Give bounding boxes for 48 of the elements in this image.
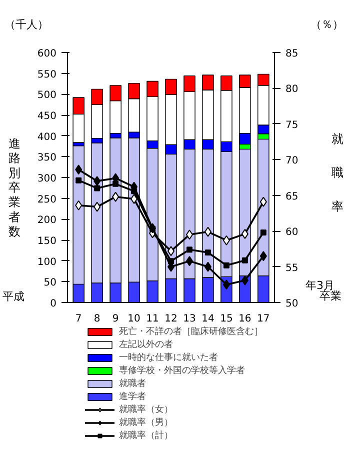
y-tick-label: 0 [50,298,57,310]
text: 年3月 [306,278,334,292]
x-tick-label: 11 [146,314,159,324]
text: 卒業 [320,290,342,302]
x-tick-label: 16 [238,314,252,324]
text: （％） [310,18,344,31]
y2-tick-label: 50 [286,298,298,310]
x-tick-label: 9 [112,314,119,324]
x-tick-label: 8 [94,314,100,324]
x-tick-label: 14 [202,314,214,324]
y2-tick-label: 70 [286,156,298,167]
y2-tick-label: 65 [286,191,298,202]
x-tick-label: 12 [164,314,178,324]
legend-label: 就職者 [119,378,146,390]
legend-label: 就職率（男） [119,416,173,429]
legend-label: 専修学校・外国の学校等入学者 [119,364,245,377]
y2-tick-label: 55 [286,262,298,274]
legend-label: 進学者 [119,390,146,403]
y-tick-label: 300 [37,174,57,184]
x-tick-label: 17 [257,314,270,324]
text: 平成 [2,290,24,303]
legend-label: 一時的な仕事に就いた者 [119,352,218,364]
x-tick-label: 15 [220,314,233,324]
y-tick-label: 150 [37,236,57,247]
y-tick-label: 200 [37,215,57,226]
y-tick-label: 600 [37,48,57,60]
legend-label: 就職率（計） [119,430,173,442]
y2-tick-label: 60 [286,227,298,238]
y-tick-label: 350 [37,152,57,164]
y-axis-title: 進路別卒業者数 [8,136,20,239]
text: 就職率 [332,132,344,214]
legend-label: 左記以外の者 [119,338,173,351]
y2-tick-label: 85 [286,48,298,60]
y2-tick-label: 80 [286,84,298,96]
y-tick-label: 250 [37,194,57,206]
text: （千人） [4,18,48,31]
y2-tick-label: 75 [286,120,298,131]
y-tick-label: 550 [37,69,57,80]
legend-label: 死亡・不詳の者［臨床研修医含む］ [119,326,263,338]
x-tick-label: 7 [75,314,82,324]
x-tick-label: 10 [128,314,140,324]
y-tick-label: 50 [44,278,57,289]
y-tick-label: 450 [37,111,57,122]
y-tick-label: 100 [37,256,57,268]
y-tick-label: 400 [37,132,57,143]
x-tick-label: 13 [183,314,196,324]
y-tick-label: 500 [37,90,57,102]
legend-label: 就職率（女） [119,404,173,416]
